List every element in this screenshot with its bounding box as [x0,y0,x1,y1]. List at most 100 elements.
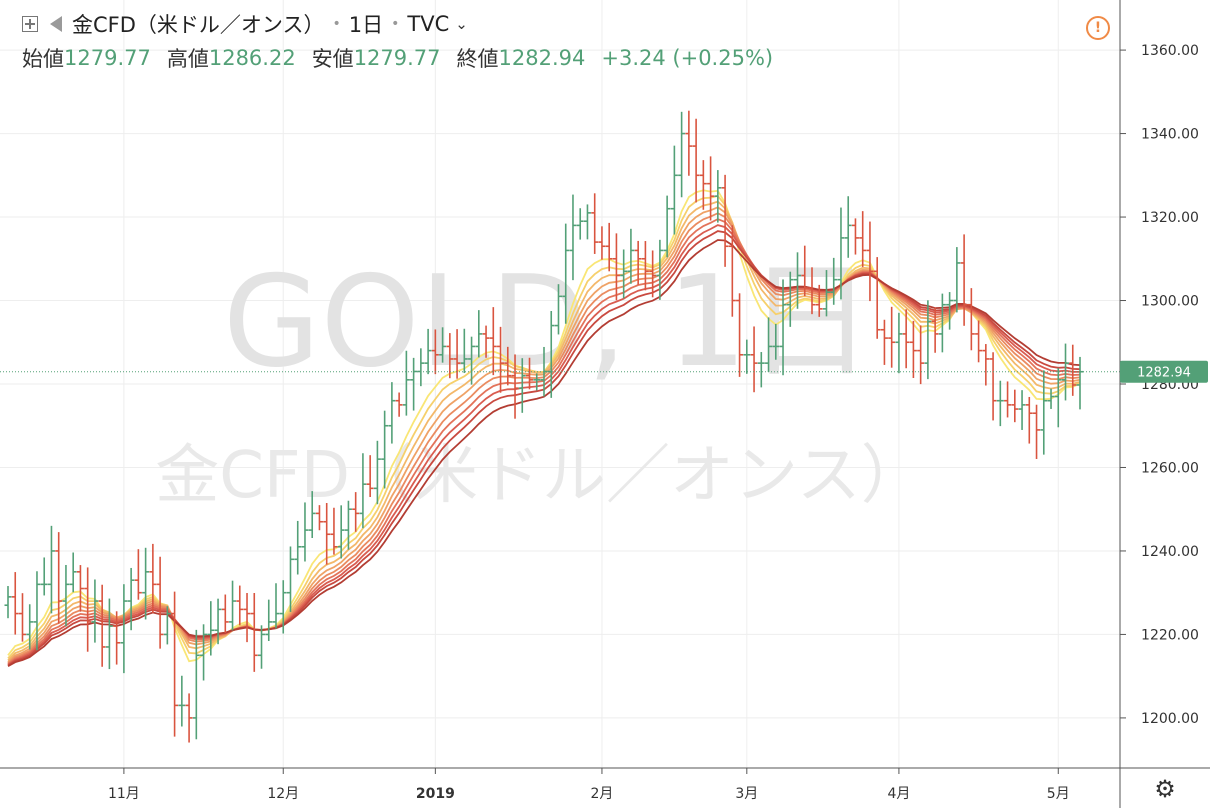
ohlc-bar [1047,388,1055,409]
ohlc-bar [272,583,280,629]
ohlc-bar [91,579,99,643]
ohlc-bar [286,546,294,612]
y-axis: 1200.001220.001240.001260.001280.001300.… [1119,0,1199,808]
ohlc-bar [714,170,722,223]
source-label[interactable]: TVC [407,12,450,36]
watermark-description: 金CFD（米ドル／オンス） [155,439,925,513]
close-value: 1282.94 [498,46,586,70]
ohlc-bar [656,239,664,300]
ohlc-bar [294,520,302,575]
ohlc-bar [946,292,954,330]
grid [0,0,1120,768]
y-tick-label: 1240.00 [1141,544,1199,560]
y-tick-label: 1340.00 [1141,127,1199,143]
x-tick-label: 3月 [735,786,758,802]
ohlc-bar [583,204,591,240]
ohlc-bar [26,604,34,650]
chevron-down-icon[interactable]: ⌄ [455,15,468,33]
ohlc-bar [917,325,925,385]
ohlc-bar [996,380,1004,427]
ohlc-bar [460,328,468,374]
x-tick-label: 2月 [590,786,613,802]
symbol-title[interactable]: 金CFD（米ドル／オンス） [72,13,325,37]
ohlc-bar [743,339,751,374]
ohlc-bar [663,195,671,258]
ohlc-bar [1054,368,1062,428]
ohlc-bar [902,309,910,369]
ohlc-bar [750,326,758,393]
ohlc-bar [47,525,55,614]
ohlc-bar [149,543,157,614]
ohlc-bar [258,625,266,669]
ohlc-bar [960,234,968,326]
ohlc-bar [627,228,635,284]
ohlc-bar [670,145,678,235]
y-tick-label: 1260.00 [1141,460,1199,476]
ohlc-bar [200,624,208,681]
ohlc-bar [265,599,273,641]
ohlc-bar [76,565,84,612]
ohlc-bar [134,549,142,600]
ohlc-bar [221,594,229,633]
ohlc-bar [323,503,331,565]
last-price-label: 1282.94 [1137,366,1191,381]
ohlc-bar [808,267,816,315]
gear-icon[interactable]: ⚙ [1154,775,1176,803]
high-value: 1286.22 [208,46,296,70]
ohlc-bar [641,241,649,291]
flag-icon[interactable] [50,16,62,32]
ohlc-bar [18,593,26,642]
ohlc-bar [33,571,41,651]
x-tick-label: 11月 [108,786,140,802]
ohlc-bar [801,245,809,297]
ohlc-bar [11,572,19,635]
ohlc-bar [482,325,490,358]
ohlc-bar [605,222,613,272]
expand-square-icon[interactable] [22,16,38,32]
ohlc-bar [591,193,599,254]
ohlc-bar [468,336,476,385]
ohlc-bar [873,257,881,339]
ohlc-bar [330,507,338,555]
ohlc-bar [815,284,823,317]
ohlc-bar [40,557,48,596]
ohlc-bar [489,307,497,376]
ohlc-bar [1004,381,1012,418]
ohlc-bar [982,344,990,386]
ohlc-bar [229,580,237,631]
ohlc-bar [794,252,802,309]
ohlc-bar [62,564,70,627]
last-price-tag: 1282.94 [1120,360,1208,383]
open-value: 1279.77 [64,46,151,70]
chart-header: 金CFD（米ドル／オンス） • 1日 • TVC ⌄ 始値 1279.77 高値… [0,0,1120,72]
warning-icon[interactable]: ! [1086,16,1110,40]
ohlc-bar [953,247,961,313]
ohlc-bar [822,270,830,317]
ohlc-bar [178,675,186,727]
ohlc-bar [844,196,852,258]
ohlc-bar [786,271,794,327]
y-tick-label: 1200.00 [1141,711,1199,727]
ohlc-bar [105,598,113,670]
ohlc-bar [678,111,686,198]
y-tick-label: 1220.00 [1141,627,1199,643]
ohlc-bar [938,293,946,353]
ohlc-bar [576,208,584,240]
price-bars [4,110,1084,743]
ohlc-bar [113,611,121,665]
ohlc-bar [1033,404,1041,459]
high-label: 高値 [166,47,209,71]
interval-label[interactable]: 1日 [348,13,384,37]
ohlc-bar [1025,396,1033,444]
ohlc-bar [192,629,200,740]
ohlc-bar [142,547,150,620]
x-axis: 11月 12月 2019 2月 3月 4月 5月 [0,767,1210,802]
ohlc-bar [84,567,92,652]
change-value: +3.24 (+0.25%) [601,46,774,70]
y-tick-label: 1320.00 [1141,210,1199,226]
x-tick-label: 2019 [416,786,455,802]
ohlc-bar [98,584,106,667]
ohlc-bar [359,453,367,529]
